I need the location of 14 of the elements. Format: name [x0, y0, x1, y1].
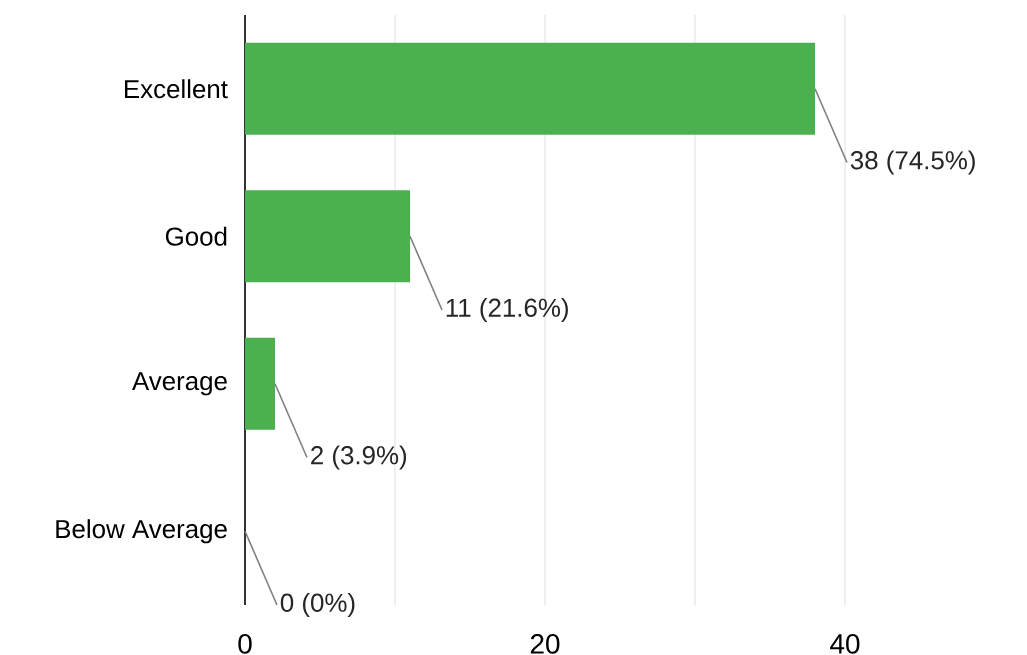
data-label: 11 (21.6%) [446, 297, 568, 323]
data-label: 2 (3.9%) [311, 445, 407, 470]
y-tick-label: Excellent [124, 79, 228, 99]
data-label: 0 (0%) [280, 592, 355, 618]
y-tick-label: Average [132, 372, 227, 396]
bar [245, 190, 410, 283]
x-tick-label: 20 [530, 634, 560, 654]
y-tick-label: Below Average [56, 519, 227, 544]
bar [245, 337, 275, 430]
bar [245, 42, 815, 135]
data-label: 38 (74.5%) [850, 150, 975, 175]
x-tick-label: 40 [830, 634, 860, 654]
x-tick-label: 0 [238, 634, 252, 654]
y-tick-label: Good [165, 226, 227, 246]
